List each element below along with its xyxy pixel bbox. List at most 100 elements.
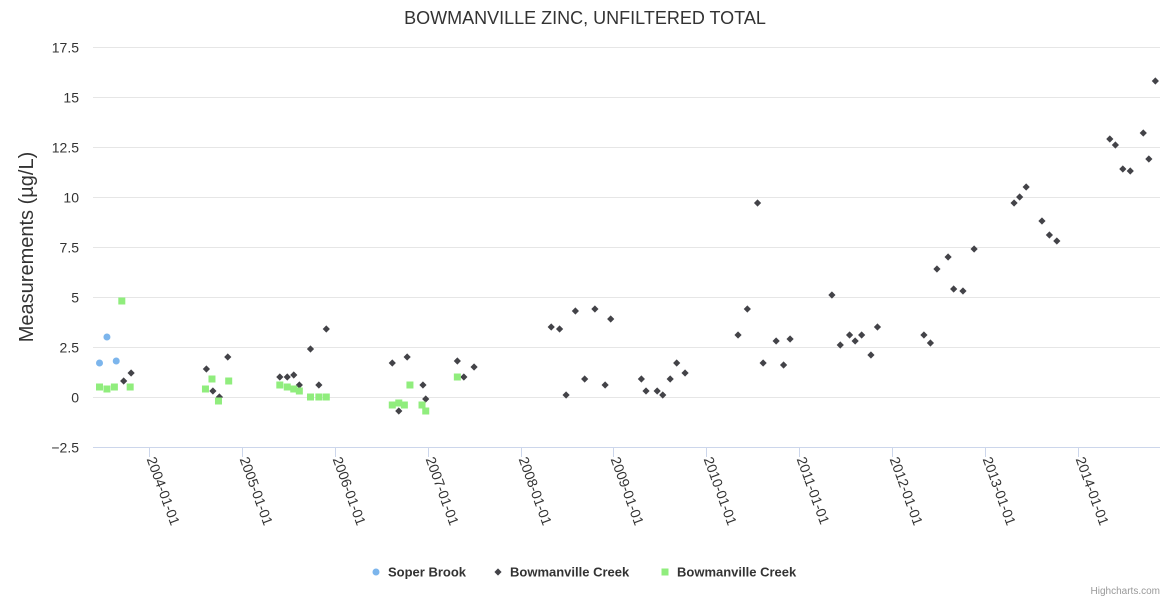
data-point[interactable] [453, 357, 461, 365]
data-point[interactable] [118, 297, 126, 305]
data-point[interactable] [562, 391, 570, 399]
data-point[interactable] [867, 351, 875, 359]
data-point[interactable] [601, 381, 609, 389]
data-point[interactable] [753, 199, 762, 207]
data-point[interactable] [315, 393, 323, 401]
data-point[interactable] [276, 373, 284, 381]
data-point[interactable] [460, 373, 468, 381]
data-point[interactable] [743, 305, 751, 313]
data-point[interactable] [103, 385, 111, 393]
data-point[interactable] [453, 373, 461, 381]
legend-item[interactable]: Bowmanville Creek [494, 565, 630, 580]
data-point[interactable] [759, 359, 767, 367]
data-point[interactable] [920, 331, 928, 339]
data-point[interactable] [208, 375, 216, 383]
x-axis: 2004-01-01 2005-01-01 2006-01-01 2007-01-01… [93, 447, 1160, 528]
data-point[interactable] [202, 365, 210, 373]
data-point[interactable] [214, 397, 222, 405]
data-point[interactable] [836, 341, 844, 349]
data-point[interactable] [681, 369, 689, 377]
data-point[interactable] [395, 407, 403, 415]
credits-link[interactable]: Highcharts.com [1091, 586, 1160, 597]
data-point[interactable] [103, 333, 111, 341]
data-point[interactable] [224, 353, 232, 361]
data-point[interactable] [322, 325, 330, 333]
data-point[interactable] [1010, 199, 1018, 207]
legend-item[interactable]: Soper Brook [372, 565, 467, 580]
data-point[interactable] [786, 335, 794, 343]
data-point[interactable] [1038, 217, 1046, 225]
data-point[interactable] [403, 353, 411, 361]
data-point[interactable] [322, 393, 330, 401]
data-point[interactable] [470, 363, 478, 371]
data-point[interactable] [555, 325, 564, 333]
data-point[interactable] [290, 371, 298, 379]
data-point[interactable] [283, 383, 291, 391]
data-point[interactable] [276, 381, 284, 389]
data-point[interactable] [772, 337, 780, 345]
data-point[interactable] [591, 305, 599, 313]
data-point[interactable] [127, 369, 135, 377]
data-point[interactable] [110, 383, 118, 391]
data-point[interactable] [828, 291, 836, 299]
data-point[interactable] [422, 407, 430, 415]
data-point[interactable] [653, 387, 661, 395]
data-point[interactable] [845, 331, 854, 339]
data-point[interactable] [673, 359, 681, 367]
data-point[interactable] [959, 287, 967, 295]
data-point[interactable] [400, 401, 408, 409]
data-point[interactable] [306, 393, 314, 401]
data-point[interactable] [209, 387, 217, 395]
data-point[interactable] [406, 381, 414, 389]
data-point[interactable] [666, 375, 674, 383]
data-point[interactable] [225, 377, 233, 385]
data-point[interactable] [306, 345, 315, 353]
data-point[interactable] [295, 381, 303, 389]
data-point[interactable] [295, 387, 303, 395]
data-point[interactable] [950, 285, 958, 293]
data-point[interactable] [1053, 237, 1061, 245]
data-point[interactable] [1151, 77, 1159, 85]
data-point[interactable] [290, 385, 298, 393]
data-point[interactable] [395, 399, 403, 407]
data-point[interactable] [96, 359, 104, 367]
data-point[interactable] [201, 385, 209, 393]
legend-item[interactable]: Bowmanville Creek [661, 565, 797, 580]
data-point[interactable] [315, 381, 323, 389]
data-point[interactable] [873, 323, 882, 331]
data-point[interactable] [944, 253, 952, 261]
data-point[interactable] [1016, 193, 1024, 201]
data-point[interactable] [120, 377, 128, 385]
data-point[interactable] [96, 383, 104, 391]
data-point[interactable] [388, 359, 396, 367]
data-point[interactable] [1119, 165, 1127, 173]
data-point[interactable] [851, 337, 859, 345]
data-point[interactable] [1045, 231, 1053, 239]
data-point[interactable] [126, 383, 134, 391]
data-point[interactable] [734, 331, 742, 339]
data-point[interactable] [970, 245, 978, 253]
data-point[interactable] [112, 357, 120, 365]
data-point[interactable] [283, 373, 291, 381]
data-point[interactable] [422, 395, 430, 403]
data-point[interactable] [1106, 135, 1114, 143]
data-point[interactable] [418, 401, 426, 409]
data-point[interactable] [933, 265, 941, 273]
data-point[interactable] [1139, 129, 1147, 137]
data-point[interactable] [1126, 167, 1134, 175]
data-point[interactable] [388, 401, 396, 409]
data-point[interactable] [659, 391, 667, 399]
data-point[interactable] [779, 361, 788, 369]
data-point[interactable] [1111, 141, 1119, 149]
data-point[interactable] [858, 331, 866, 339]
data-point[interactable] [419, 381, 427, 389]
data-point[interactable] [926, 339, 935, 347]
data-point[interactable] [642, 387, 650, 395]
data-point[interactable] [607, 315, 615, 323]
data-point[interactable] [571, 307, 579, 315]
data-point[interactable] [1145, 155, 1153, 163]
data-point[interactable] [581, 375, 589, 383]
data-point[interactable] [637, 375, 645, 383]
data-point[interactable] [1022, 183, 1030, 191]
data-point[interactable] [547, 323, 555, 331]
